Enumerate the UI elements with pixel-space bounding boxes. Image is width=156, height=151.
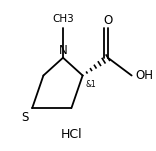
Text: HCl: HCl bbox=[61, 128, 82, 141]
Text: &1: &1 bbox=[85, 80, 96, 89]
Text: O: O bbox=[103, 14, 112, 27]
Text: CH3: CH3 bbox=[52, 14, 74, 24]
Text: OH: OH bbox=[136, 69, 154, 82]
Text: S: S bbox=[22, 111, 29, 124]
Text: N: N bbox=[59, 44, 67, 57]
